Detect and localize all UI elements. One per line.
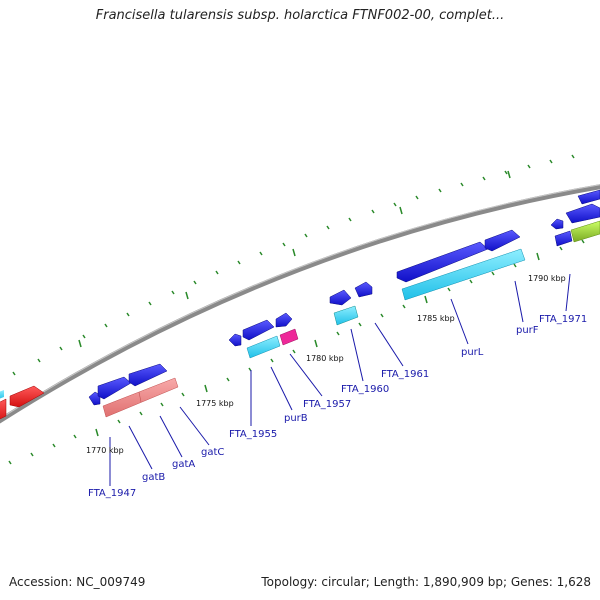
gene-green[interactable] [570, 220, 600, 243]
gene-blue-right-2[interactable] [554, 230, 573, 247]
gene-teal[interactable] [333, 305, 359, 326]
gene-fta1960-blue[interactable] [329, 289, 352, 306]
gene-red-1[interactable] [0, 398, 7, 422]
gene-label-gatc[interactable]: gatC [201, 447, 224, 458]
inner-tick-track [8, 239, 585, 465]
gene-red-2[interactable] [9, 385, 45, 408]
gene-label-fta1960[interactable]: FTA_1960 [341, 384, 389, 395]
gene-label-fta1957[interactable]: FTA_1957 [303, 399, 351, 410]
gene-cyan-purb[interactable] [246, 335, 281, 359]
accession-label: Accession: NC_009749 [9, 575, 146, 589]
gene-label-purb[interactable]: purB [284, 413, 308, 424]
gene-label-purl[interactable]: purL [461, 347, 484, 358]
gene-pink[interactable] [279, 328, 299, 346]
gene-label-fta1947[interactable]: FTA_1947 [88, 488, 136, 499]
genome-backbone-highlight [0, 184, 600, 420]
kbp-label-1790: 1790 kbp [528, 274, 566, 283]
gene-label-fta1971[interactable]: FTA_1971 [539, 314, 587, 325]
gene-gatb[interactable] [97, 376, 132, 400]
genome-backbone [0, 184, 600, 424]
genome-summary: Topology: circular; Length: 1,890,909 bp… [261, 575, 591, 589]
outer-tick-track [12, 154, 575, 376]
gene-label-fta1955[interactable]: FTA_1955 [229, 429, 277, 440]
gene-purl-blue[interactable] [396, 241, 489, 283]
gene-label-purf[interactable]: purF [516, 325, 539, 336]
kbp-label-1775: 1775 kbp [196, 399, 234, 408]
gene-purb-blue[interactable] [242, 319, 275, 341]
leader-lines [109, 273, 571, 486]
gene-purl-cyan[interactable] [401, 248, 526, 301]
gene-label-fta1961[interactable]: FTA_1961 [381, 369, 429, 380]
kbp-label-1785: 1785 kbp [417, 314, 455, 323]
gene-blue-right-1[interactable] [565, 203, 600, 224]
gene-salmon-row[interactable] [102, 377, 179, 418]
gene-blue-right-3[interactable] [577, 189, 600, 205]
map-title: Francisella tularensis subsp. holarctica… [95, 8, 505, 23]
kbp-label-1780: 1780 kbp [306, 354, 344, 363]
gene-label-gata[interactable]: gatA [172, 459, 195, 470]
gene-fta1957-blue[interactable] [275, 312, 293, 328]
gene-fta1955-blue[interactable] [228, 333, 242, 347]
kbp-label-1770: 1770 kbp [86, 446, 124, 455]
gene-gata[interactable] [128, 363, 168, 387]
gene-fta1971-blue[interactable] [550, 218, 564, 230]
gene-cyan-edge[interactable] [0, 390, 4, 400]
gene-fta1947[interactable] [88, 391, 101, 406]
gene-fta1961-blue[interactable] [354, 281, 373, 298]
gene-label-gatb[interactable]: gatB [142, 472, 165, 483]
gene-purf-blue[interactable] [484, 229, 521, 252]
